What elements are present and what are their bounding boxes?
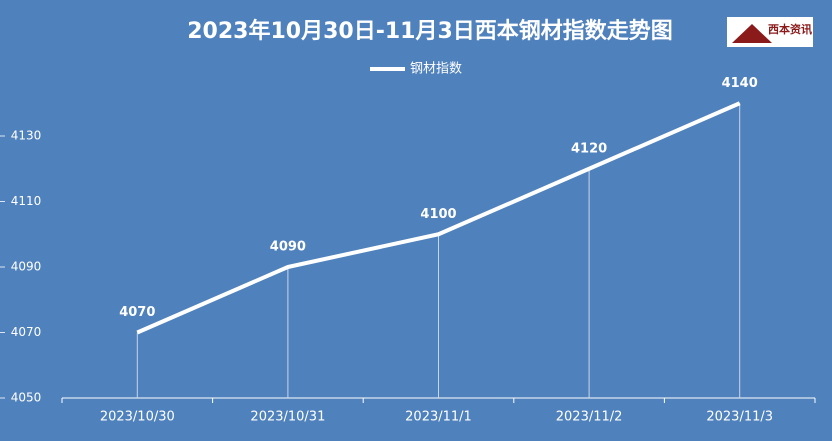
x-tick-label: 2023/11/1: [405, 410, 472, 425]
data-label: 4140: [722, 76, 758, 91]
logo-text: 西本资讯: [768, 22, 812, 36]
series-line: [136, 101, 741, 335]
y-tick-label: 4050: [11, 391, 42, 405]
x-tick-label: 2023/10/31: [250, 410, 325, 425]
data-label: 4090: [270, 240, 306, 255]
data-label: 4100: [420, 207, 456, 222]
data-label: 4070: [119, 305, 155, 320]
x-tick-label: 2023/10/30: [100, 410, 175, 425]
chart-title: 2023年10月30日-11月3日西本钢材指数走势图: [187, 18, 673, 44]
y-tick-label: 4070: [11, 325, 42, 339]
logo-icon: [732, 24, 772, 43]
data-label: 4120: [571, 141, 607, 156]
y-tick-label: 4130: [11, 129, 42, 143]
x-tick-label: 2023/11/3: [706, 410, 773, 425]
y-tick-label: 4090: [11, 260, 42, 274]
legend-label: 钢材指数: [410, 62, 462, 77]
x-tick-label: 2023/11/2: [556, 410, 623, 425]
y-tick-label: 4110: [11, 194, 42, 208]
